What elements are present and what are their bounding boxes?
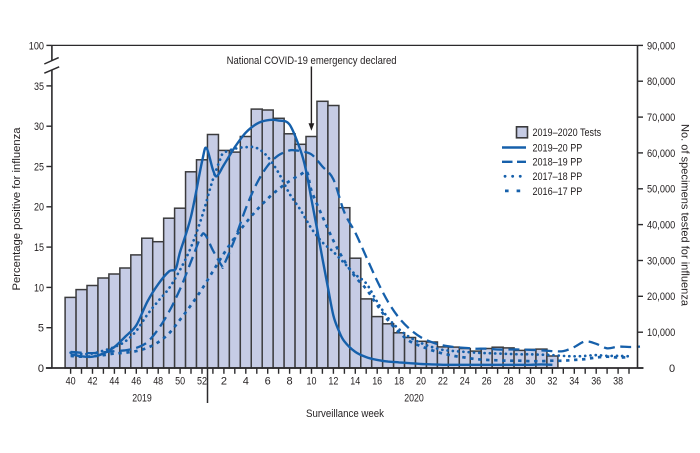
svg-text:2019–2020 Tests: 2019–2020 Tests	[533, 127, 602, 139]
svg-text:22: 22	[438, 375, 448, 387]
svg-text:50: 50	[175, 375, 185, 387]
svg-text:18: 18	[394, 375, 404, 387]
svg-text:40: 40	[66, 375, 76, 387]
svg-text:15: 15	[34, 242, 44, 254]
svg-text:12: 12	[328, 375, 338, 387]
svg-text:35: 35	[34, 81, 44, 93]
svg-text:20: 20	[416, 375, 426, 387]
svg-text:2017–18 PP: 2017–18 PP	[533, 171, 583, 183]
svg-text:10: 10	[307, 375, 317, 387]
svg-text:2016–17 PP: 2016–17 PP	[533, 186, 583, 198]
svg-text:32: 32	[547, 375, 557, 387]
svg-text:60,000: 60,000	[647, 148, 675, 160]
svg-text:Surveillance week: Surveillance week	[306, 408, 384, 420]
svg-text:26: 26	[482, 375, 492, 387]
svg-text:25: 25	[34, 161, 44, 173]
svg-text:4: 4	[243, 375, 249, 387]
svg-text:20: 20	[34, 202, 44, 214]
svg-text:30: 30	[34, 121, 44, 133]
svg-text:24: 24	[460, 375, 470, 387]
svg-text:44: 44	[109, 375, 119, 387]
svg-text:Percentage positive for influ: Percentage positive for influenza	[11, 127, 23, 291]
svg-text:6: 6	[265, 375, 271, 387]
svg-text:90,000: 90,000	[647, 40, 675, 52]
svg-text:10,000: 10,000	[647, 327, 675, 339]
svg-text:48: 48	[153, 375, 163, 387]
svg-text:50,000: 50,000	[647, 184, 675, 196]
svg-text:40,000: 40,000	[647, 220, 675, 232]
svg-text:2019: 2019	[132, 393, 152, 405]
svg-text:No. of specimens tested for in: No. of specimens tested for influenza	[679, 124, 691, 307]
svg-text:2: 2	[221, 375, 227, 387]
svg-text:2018–19 PP: 2018–19 PP	[533, 157, 583, 169]
svg-text:38: 38	[613, 375, 623, 387]
svg-text:30: 30	[526, 375, 536, 387]
svg-text:10: 10	[34, 282, 44, 294]
svg-text:36: 36	[591, 375, 601, 387]
svg-text:100: 100	[29, 40, 44, 52]
svg-text:0: 0	[38, 363, 44, 375]
svg-text:2020: 2020	[404, 393, 424, 405]
svg-text:30,000: 30,000	[647, 255, 675, 267]
svg-text:46: 46	[131, 375, 141, 387]
svg-text:28: 28	[504, 375, 514, 387]
svg-text:5: 5	[38, 323, 44, 335]
svg-text:34: 34	[569, 375, 579, 387]
svg-text:2019–20 PP: 2019–20 PP	[533, 142, 583, 154]
svg-text:0: 0	[669, 363, 675, 375]
svg-text:8: 8	[287, 375, 293, 387]
svg-text:52: 52	[197, 375, 207, 387]
svg-text:80,000: 80,000	[647, 76, 675, 88]
svg-text:20,000: 20,000	[647, 291, 675, 303]
svg-text:National COVID-19 emergency de: National COVID-19 emergency declared	[227, 55, 397, 67]
svg-text:16: 16	[372, 375, 382, 387]
svg-text:14: 14	[350, 375, 360, 387]
svg-text:70,000: 70,000	[647, 112, 675, 124]
svg-text:42: 42	[88, 375, 98, 387]
